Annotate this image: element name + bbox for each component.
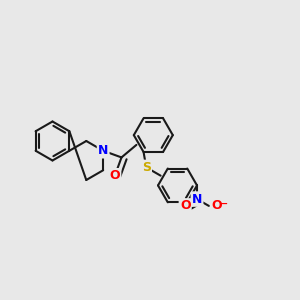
Text: O: O <box>211 200 222 212</box>
Text: S: S <box>142 161 151 174</box>
Text: N: N <box>192 193 202 206</box>
Text: −: − <box>219 199 228 208</box>
Text: O: O <box>180 200 190 212</box>
Text: N: N <box>98 144 108 157</box>
Text: O: O <box>110 169 120 182</box>
